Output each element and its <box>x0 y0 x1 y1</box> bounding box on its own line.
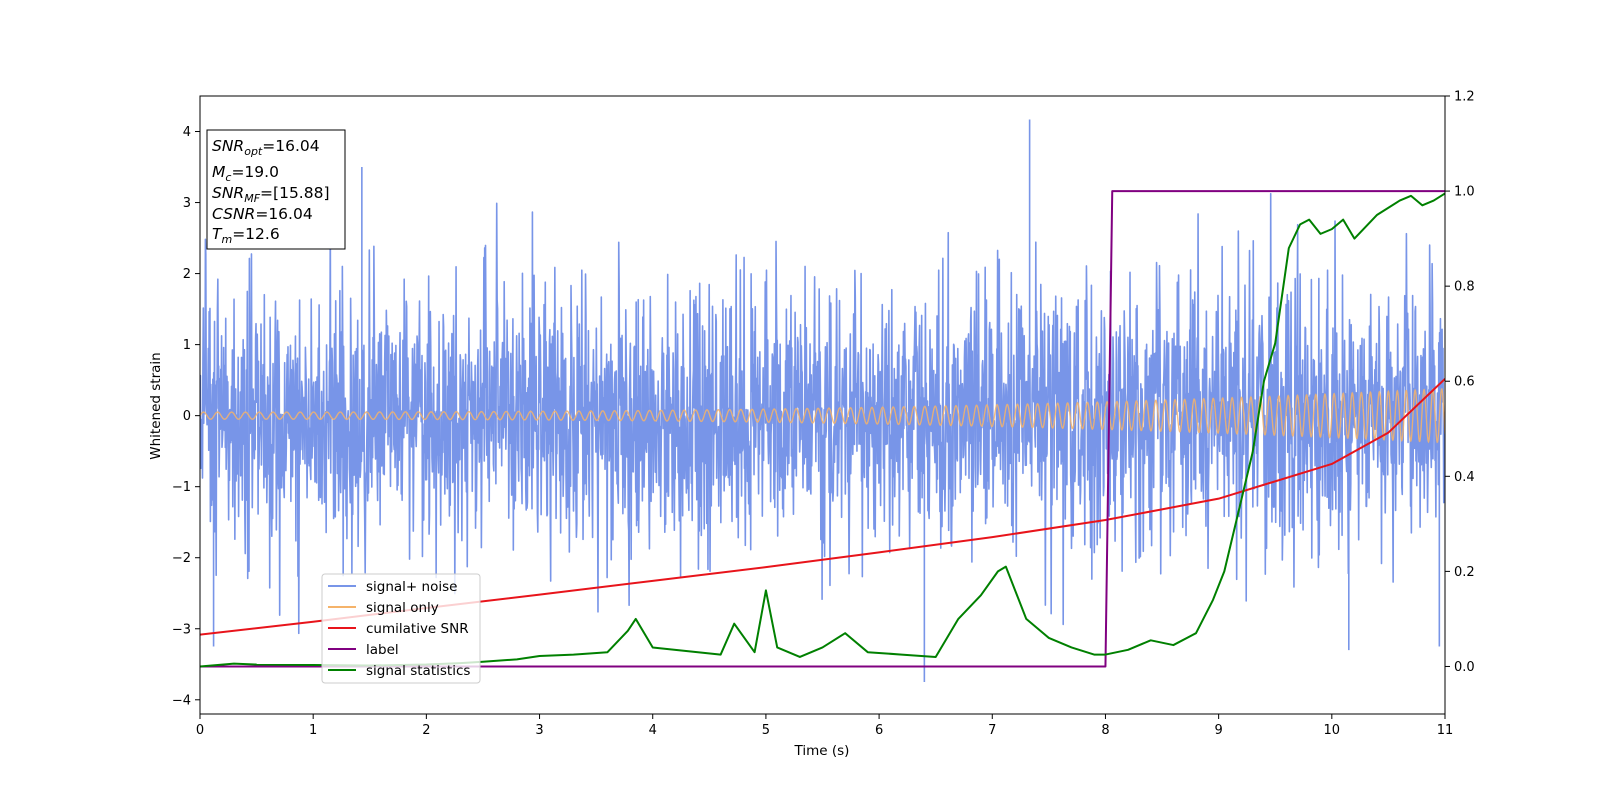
x-tick-label: 6 <box>875 723 883 738</box>
legend-label-signal-statistics: signal statistics <box>366 663 470 679</box>
series-signal-only-line <box>200 387 1445 444</box>
x-tick-label: 10 <box>1324 723 1341 738</box>
y-axis-label: Whitened strain <box>148 352 164 459</box>
right-y-tick-label: 0.0 <box>1454 660 1475 675</box>
x-tick-label: 5 <box>762 723 770 738</box>
x-axis-label: Time (s) <box>794 743 850 759</box>
left-y-tick-label: −4 <box>172 693 191 708</box>
right-y-axis: 0.0 0.2 0.4 0.6 0.8 1.0 1.2 <box>1445 90 1475 675</box>
info-snr-opt: SNRopt=16.04 <box>212 137 320 158</box>
info-mc-value: =19.0 <box>231 163 279 181</box>
x-tick-label: 9 <box>1214 723 1222 738</box>
x-tick-label: 3 <box>535 723 543 738</box>
series-label-line <box>200 190 1445 668</box>
right-y-tick-label: 0.4 <box>1454 470 1475 485</box>
info-tm-value: =12.6 <box>232 225 280 243</box>
legend-frame <box>321 573 481 684</box>
left-y-tick-label: 3 <box>183 196 191 211</box>
x-axis: 0 1 2 3 4 5 6 7 8 9 10 11 <box>196 714 1453 738</box>
x-tick-label: 2 <box>422 723 430 738</box>
legend-label-cumulative-snr: cumilative SNR <box>366 621 469 637</box>
plot-frame <box>199 95 1446 715</box>
info-tm-subscript: m <box>221 233 232 246</box>
left-y-tick-label: 4 <box>183 125 191 140</box>
x-tick-label: 4 <box>649 723 657 738</box>
legend: signal+ noise signal only cumilative SNR… <box>321 573 481 684</box>
left-y-tick-label: −2 <box>172 551 191 566</box>
info-snr-opt-value: =16.04 <box>262 137 319 155</box>
info-csnr-symbol: CSNR <box>212 205 255 223</box>
left-y-tick-label: 0 <box>183 409 191 424</box>
legend-label-signal-noise: signal+ noise <box>366 579 457 595</box>
info-snr-mf-subscript: MF <box>244 192 260 205</box>
right-y-tick-label: 1.0 <box>1454 185 1475 200</box>
info-mc-subscript: c <box>225 171 231 184</box>
info-box: SNRopt=16.04 Mc=19.0 SNRMF=[15.88] CSNR=… <box>206 129 346 250</box>
info-snr-mf-value: =[15.88] <box>260 184 329 202</box>
info-snr-mf: SNRMF=[15.88] <box>212 184 330 205</box>
left-y-tick-label: 1 <box>183 338 191 353</box>
x-tick-label: 1 <box>309 723 317 738</box>
info-snr-opt-symbol: SNR <box>212 137 244 155</box>
series-signal-noise-line <box>200 119 1445 683</box>
right-y-tick-label: 0.8 <box>1454 280 1475 295</box>
legend-label-label: label <box>366 642 399 658</box>
left-y-axis: −4 −3 −2 −1 0 1 2 3 4 <box>172 125 200 708</box>
left-y-tick-label: −1 <box>172 480 191 495</box>
info-tm: Tm=12.6 <box>212 225 280 246</box>
info-mc: Mc=19.0 <box>212 163 279 184</box>
info-box-frame <box>206 129 346 250</box>
info-csnr: CSNR=16.04 <box>212 205 313 223</box>
info-mc-symbol: M <box>212 163 225 181</box>
info-tm-symbol: T <box>212 225 223 243</box>
x-tick-label: 11 <box>1437 723 1454 738</box>
x-tick-label: 8 <box>1101 723 1109 738</box>
info-csnr-value: =16.04 <box>255 205 312 223</box>
info-snr-mf-symbol: SNR <box>212 184 244 202</box>
right-y-tick-label: 0.6 <box>1454 375 1475 390</box>
right-y-tick-label: 0.2 <box>1454 565 1475 580</box>
x-tick-label: 7 <box>988 723 996 738</box>
right-y-tick-label: 1.2 <box>1454 90 1475 105</box>
info-snr-opt-subscript: opt <box>244 145 263 158</box>
series-signal-statistics-line <box>200 192 1445 668</box>
left-y-tick-label: 2 <box>183 267 191 282</box>
left-y-tick-label: −3 <box>172 622 191 637</box>
legend-label-signal-only: signal only <box>366 600 439 616</box>
x-tick-label: 0 <box>196 723 204 738</box>
